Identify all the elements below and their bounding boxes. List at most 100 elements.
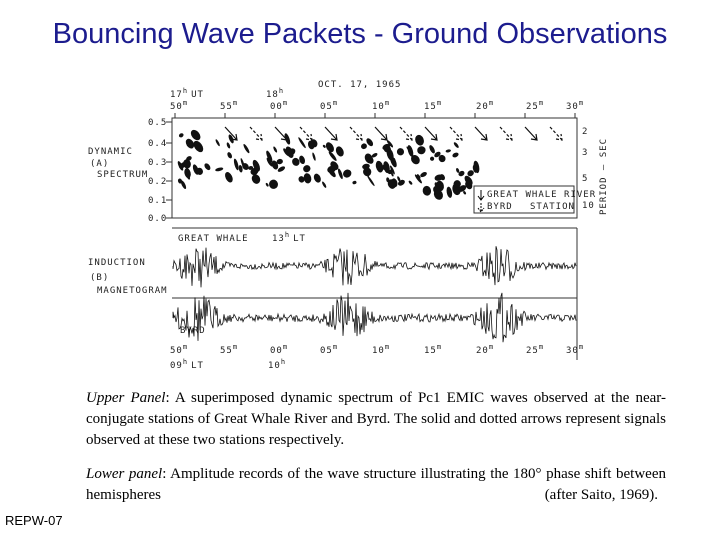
spectrum-blob — [307, 140, 315, 150]
spectrum-blob — [407, 145, 414, 157]
spectrum-blob — [438, 154, 446, 163]
figure-label: 0.4 — [148, 139, 167, 149]
spectrum-blob — [186, 174, 191, 180]
figure-label: STATION — [530, 202, 575, 212]
spectrum-blob — [446, 186, 453, 198]
spectrum-blob — [396, 148, 405, 156]
minute-unit: m — [233, 99, 238, 107]
figure-label: 10 — [582, 201, 595, 211]
figure-label: GREAT WHALE — [178, 234, 249, 244]
minute-unit: m — [539, 99, 544, 107]
spectrum-blob — [415, 134, 424, 146]
caption-label: Lower panel — [86, 466, 163, 482]
spectrum-blob — [251, 174, 261, 184]
caption-text: : A superimposed dynamic spectrum of Pc1… — [86, 390, 666, 448]
figure-label: 0.0 — [148, 214, 167, 224]
spectrum-blob — [429, 145, 435, 154]
spectrum-blob — [352, 180, 357, 185]
minute-unit: m — [437, 343, 442, 351]
figure-label: DYNAMIC — [88, 147, 133, 157]
spectrum-blob — [180, 180, 187, 189]
minute-label: 05m — [320, 99, 338, 112]
spectrum-blob — [303, 173, 312, 184]
arrow — [424, 126, 438, 141]
arrow — [499, 126, 513, 141]
legend-box — [473, 185, 575, 214]
figure-label: GREAT WHALE RIVER — [487, 190, 596, 200]
spectrum-blob — [292, 157, 300, 166]
spectrum-blob — [456, 168, 460, 173]
spectrum-blob — [284, 133, 291, 145]
spectrum-blob — [375, 160, 384, 173]
minute: 30 — [566, 102, 579, 112]
time-label: 09h LT — [170, 358, 204, 371]
hour: 18 — [266, 90, 279, 100]
spectrum-blob — [225, 172, 233, 183]
spectrum-blob — [185, 138, 195, 149]
figure-label: 0.1 — [148, 196, 167, 206]
spectrum-blob — [387, 179, 396, 189]
spectrum-blob — [269, 179, 279, 189]
spectrum-blob — [190, 129, 201, 141]
minute-label: 00m — [270, 343, 288, 356]
minute-unit: m — [233, 343, 238, 351]
spectrum-blob — [228, 134, 234, 144]
figure-label: OCT. 17, 1965 — [318, 80, 401, 90]
hour-unit: h — [279, 87, 284, 95]
spectrum-blob — [325, 142, 334, 153]
minute-label: 15m — [424, 343, 442, 356]
caption-upper: Upper Panel: A superimposed dynamic spec… — [86, 388, 666, 451]
hour-unit: h — [183, 358, 188, 366]
figure-label: MAGNETOGRAM — [97, 286, 168, 296]
spectrum-blob — [226, 142, 231, 149]
minute-unit: m — [489, 99, 494, 107]
spectrum-blob — [458, 170, 465, 177]
figure-label: BYRD — [487, 202, 513, 212]
spectrum-blob — [361, 143, 367, 150]
arrow — [524, 126, 538, 141]
minute-label: 30m — [566, 99, 584, 112]
minute-unit: m — [539, 343, 544, 351]
minute: 05 — [320, 346, 333, 356]
spectrum-blob — [196, 167, 203, 175]
minute-label: 05m — [320, 343, 338, 356]
zone: LT — [191, 361, 204, 371]
minute-unit: m — [385, 343, 390, 351]
spectrum-blob — [276, 158, 283, 165]
spectrum-blob — [452, 152, 459, 158]
minute-label: 15m — [424, 99, 442, 112]
spectrum-blob — [271, 160, 279, 170]
spectrum-blob — [397, 176, 401, 182]
minute-unit: m — [437, 99, 442, 107]
minute-label: 25m — [526, 343, 544, 356]
minute: 50 — [170, 102, 183, 112]
spectrum-blob — [322, 144, 326, 148]
spectrum-blob — [277, 166, 286, 172]
arrow — [249, 126, 263, 141]
minute-unit: m — [183, 99, 188, 107]
zone: LT — [293, 234, 306, 244]
spectrum-blob — [467, 170, 474, 177]
minute: 25 — [526, 102, 539, 112]
minute-unit: m — [283, 99, 288, 107]
spectrum-blob — [371, 152, 378, 158]
arrow — [399, 126, 413, 141]
figure-label: 0.5 — [148, 118, 167, 128]
trace — [172, 246, 577, 288]
zone: UT — [191, 90, 204, 100]
spectrum-blob — [215, 139, 220, 147]
spectrum-blob — [367, 176, 375, 187]
spectrum-blob — [204, 163, 211, 171]
figure-label: (B) — [90, 273, 109, 283]
caption-text: : Amplitude records of the wave structur… — [86, 466, 666, 503]
minute: 00 — [270, 102, 283, 112]
spectrum-blob — [299, 155, 306, 165]
spectrum-blob — [303, 165, 311, 173]
figure-label: INDUCTION — [88, 258, 146, 268]
spectrum-blob — [266, 157, 273, 167]
spectrum-blob — [472, 164, 478, 173]
minute-unit: m — [333, 99, 338, 107]
spectrum-blob — [243, 143, 250, 154]
minute-label: 10m — [372, 343, 390, 356]
